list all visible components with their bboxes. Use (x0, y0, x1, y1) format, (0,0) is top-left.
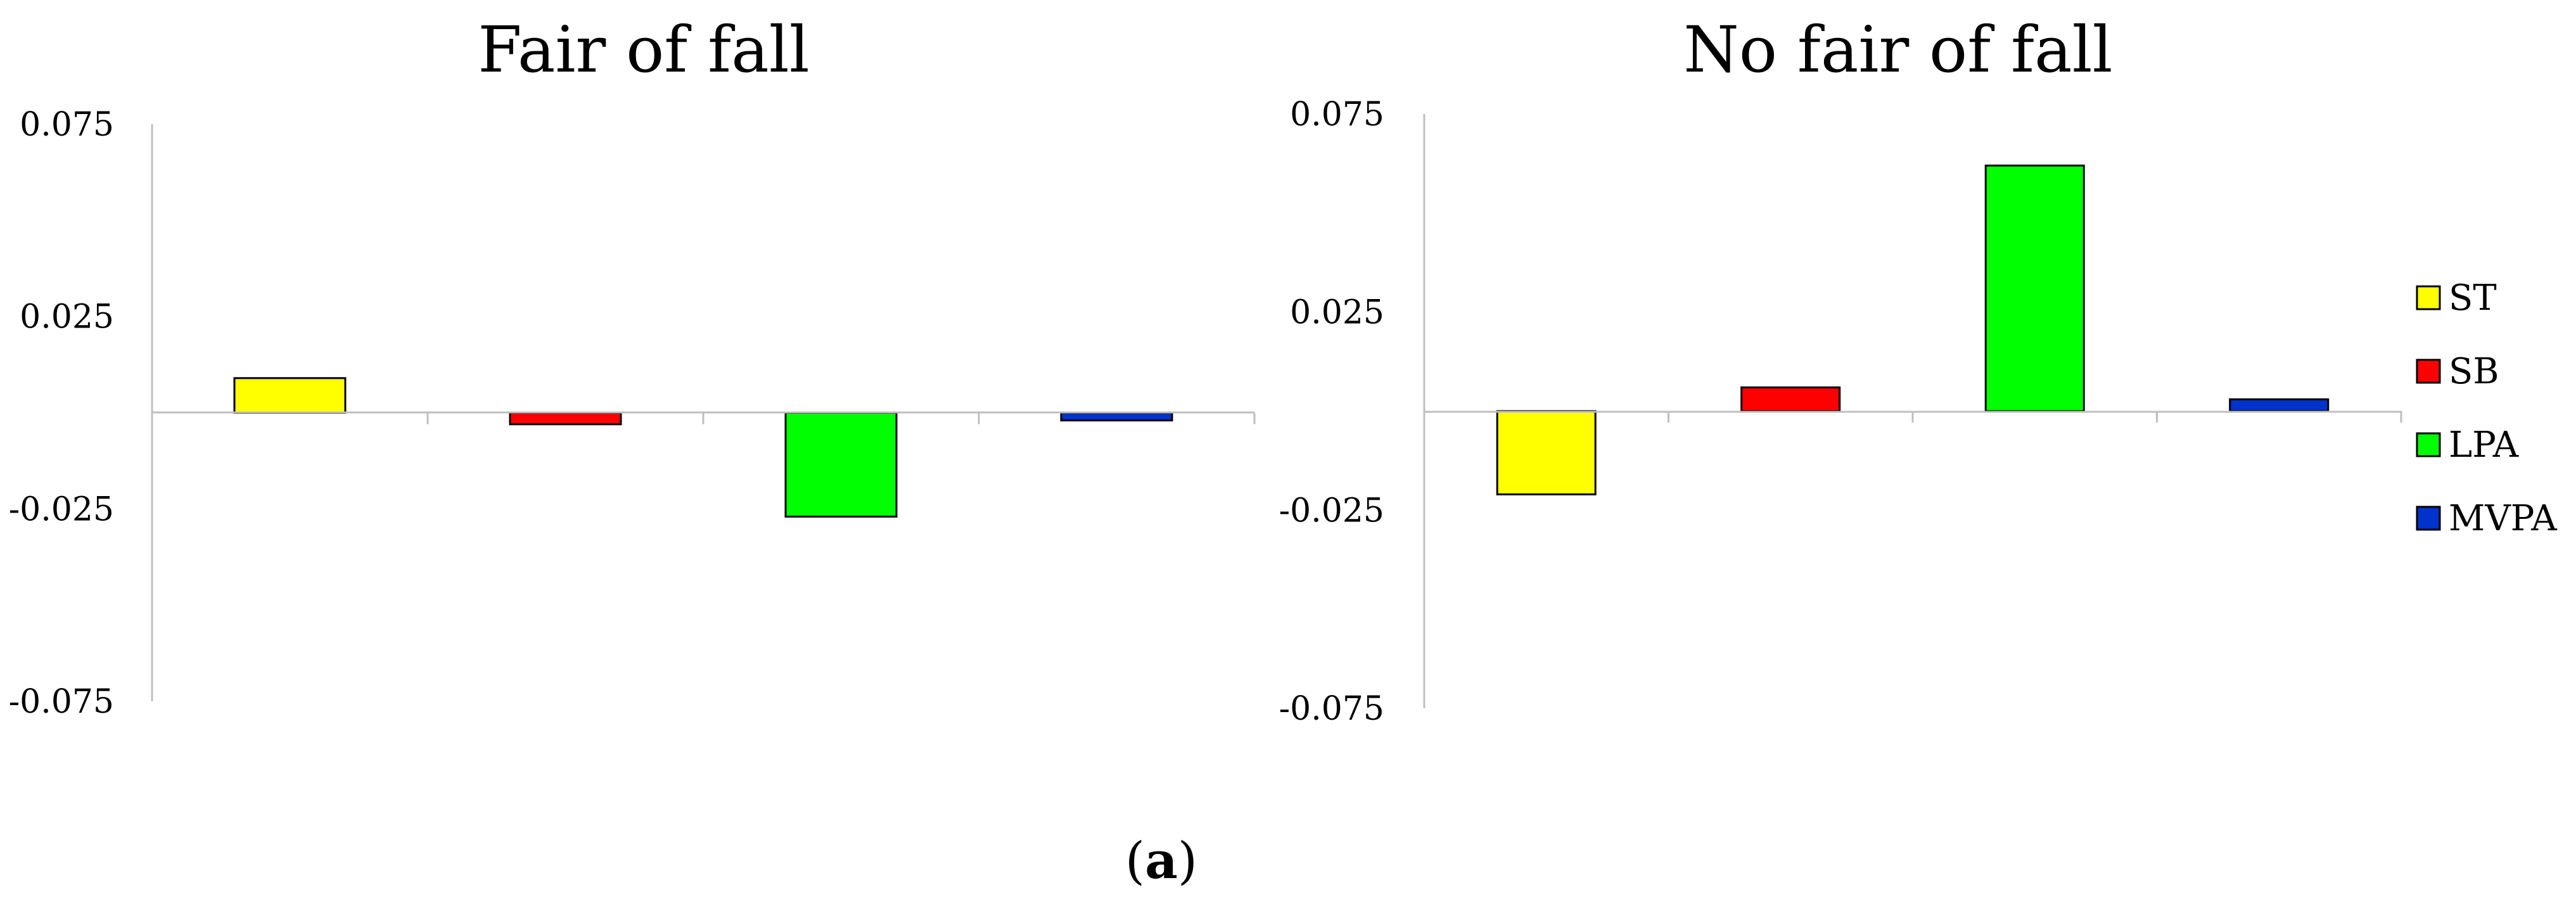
legend-label-mvpa: MVPA (2449, 498, 2557, 539)
bar-st (1496, 410, 1597, 495)
bar-group (233, 377, 1173, 518)
caption-letter: a (1145, 831, 1178, 890)
bar-group (1496, 164, 2330, 495)
bar-sb (1740, 386, 1841, 412)
legend-swatch-mvpa (2416, 506, 2441, 531)
x-tick-group (1667, 411, 2402, 423)
y-tick-label: 0.075 (1290, 96, 1384, 134)
chart-title: No fair of fall (1683, 13, 2112, 87)
chart-no-fair-of-fall: No fair of fall -0.075 -0.025 0.025 0.075 (1279, 13, 2402, 728)
y-tick-label: -0.025 (9, 490, 114, 528)
legend-label-st: ST (2449, 277, 2497, 319)
y-tick-label: 0.025 (20, 298, 114, 336)
x-tick-group (426, 412, 1256, 424)
y-tick-label: 0.025 (1290, 294, 1384, 332)
bar-sb (509, 412, 622, 426)
legend-swatch-st (2416, 285, 2441, 310)
bar-lpa (1984, 164, 2085, 412)
caption-close-paren: ) (1178, 831, 1197, 890)
bar-lpa (784, 412, 898, 518)
chart-fair-of-fall: Fair of fall -0.075 -0.025 0.025 0.075 (9, 13, 1256, 721)
bar-mvpa (2229, 398, 2330, 412)
legend: ST SB LPA MVPA (2416, 277, 2557, 539)
legend-label-lpa: LPA (2449, 424, 2519, 466)
y-tick-label: -0.075 (1279, 690, 1384, 728)
y-tick-group: -0.075 -0.025 0.025 0.075 (9, 106, 114, 721)
legend-swatch-lpa (2416, 432, 2441, 457)
y-tick-label: -0.075 (9, 683, 114, 721)
bar-mvpa (1060, 412, 1173, 422)
y-tick-group: -0.075 -0.025 0.025 0.075 (1279, 96, 1384, 728)
y-tick-label: 0.075 (20, 106, 114, 144)
figure-caption: (a) (1125, 831, 1197, 890)
bar-st (233, 377, 347, 414)
caption-open-paren: ( (1125, 831, 1145, 890)
legend-swatch-sb (2416, 359, 2441, 384)
chart-title: Fair of fall (478, 13, 809, 87)
legend-label-sb: SB (2449, 351, 2499, 392)
y-tick-label: -0.025 (1279, 492, 1384, 530)
